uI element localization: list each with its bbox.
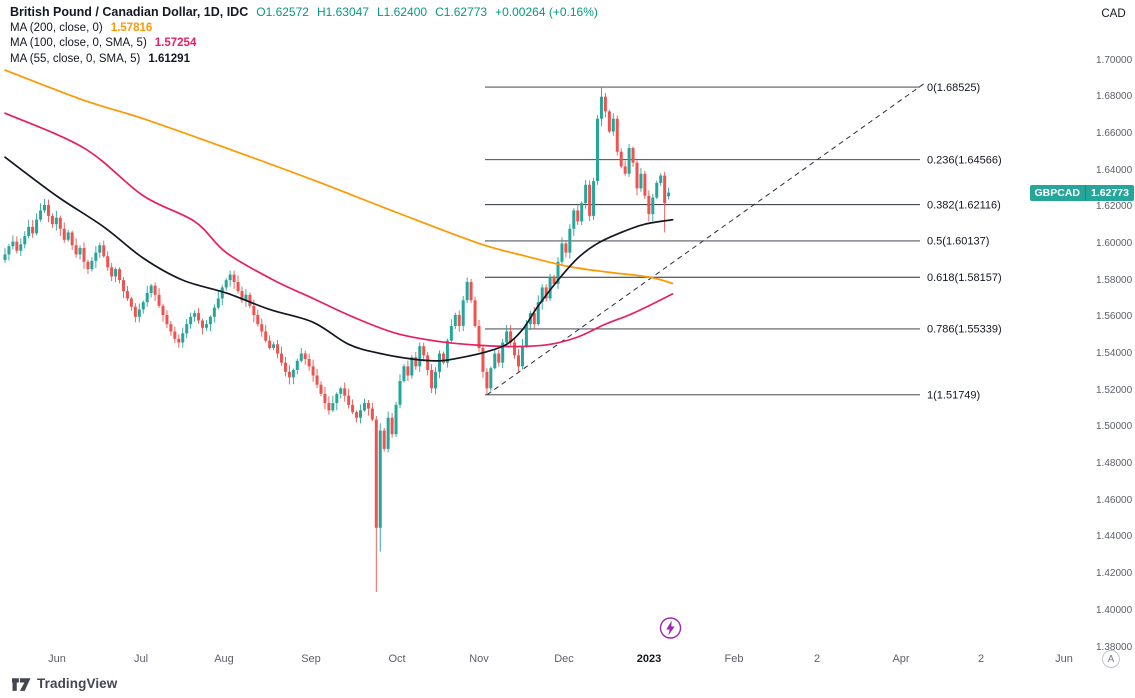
symbol-legend-row[interactable]: British Pound / Canadian Dollar, 1D, IDC… [10,5,598,21]
price-tick-label: 1.48000 [1096,458,1133,470]
time-tick-label: Jun [1055,653,1073,665]
price-tick-label: 1.44000 [1096,531,1133,543]
axis-currency-label: CAD [1101,8,1126,20]
price-tick-label: 1.54000 [1096,348,1133,359]
time-tick-label: 2 [977,653,985,665]
ohlc-change: +0.00264 (+0.16%) [495,5,598,19]
ma55-value: 1.61291 [148,52,190,65]
indicator-legend-ma100[interactable]: MA (100, close, 0, SMA, 5) 1.57254 [10,36,598,52]
symbol-title[interactable]: British Pound / Canadian Dollar, 1D, IDC [10,5,249,19]
indicator-legend-ma55[interactable]: MA (55, close, 0, SMA, 5) 1.61291 [10,52,598,68]
time-tick-label: 2023 [636,653,662,665]
price-tick-label: 1.46000 [1096,494,1133,506]
price-tick-label: 1.38000 [1096,641,1133,653]
ohlc-low: L1.62400 [377,5,428,19]
time-tick-label: Nov [469,653,489,665]
ma55-label: MA (55, close, 0, SMA, 5) [10,52,141,65]
ma-line-ma100 [4,112,674,348]
price-tick-label: 1.52000 [1096,384,1133,396]
auto-scale-button[interactable]: A [1102,650,1120,668]
indicator-legend-ma200[interactable]: MA (200, close, 0) 1.57816 [10,21,598,37]
fib-level-label: 0.382(1.62116) [927,199,1001,211]
time-tick-label: Apr [892,653,910,665]
fib-level-label: 0.786(1.55339) [927,324,1002,336]
time-tick-label: Aug [214,653,234,665]
fib-retracement[interactable]: 0(1.68525) 0.236(1.64566) 0.382(1.62116) 0.… [485,82,1002,402]
price-tick-label: 1.42000 [1096,568,1133,580]
time-tick-label: Dec [554,653,574,665]
chart-legend: British Pound / Canadian Dollar, 1D, IDC… [10,5,598,67]
trendline-dashed[interactable] [486,82,926,396]
price-axis[interactable]: CAD GBPCAD 1.62773 1.70000 1.68000 1.66000… [1029,0,1135,670]
price-tick-label: 1.40000 [1096,604,1133,616]
price-chart-pane[interactable]: 0(1.68525) 0.236(1.64566) 0.382(1.62116) 0.… [0,0,1092,670]
ohlc-open: O1.62572 [256,5,309,19]
ohlc-high: H1.63047 [316,5,369,19]
ma100-value: 1.57254 [154,37,197,49]
fib-level-label: 0.5(1.60137) [927,236,989,248]
tradingview-attribution[interactable]: TradingView [12,676,117,691]
fib-level-label: 0(1.68525) [927,82,980,94]
tradingview-wordmark: TradingView [37,676,118,691]
price-tick-label: 1.50000 [1096,421,1133,433]
badge-symbol: GBPCAD [1029,184,1087,201]
time-tick-label: Jun [48,653,66,665]
time-tick-label: Oct [388,653,406,665]
tradingview-logo-icon [12,678,31,691]
ma100-label: MA (100, close, 0, SMA, 5) [10,37,147,49]
last-price-badge: GBPCAD 1.62773 [1029,184,1134,201]
badge-price: 1.62773 [1086,184,1134,201]
price-tick-label: 1.66000 [1096,127,1133,139]
ma200-value: 1.57816 [110,21,153,34]
fib-level-label: 0.618(1.58157) [927,272,1002,284]
fib-level-label: 1(1.51749) [927,390,980,402]
time-tick-label: 2 [813,653,821,665]
ma200-label: MA (200, close, 0) [10,21,103,34]
price-tick-label: 1.60000 [1096,237,1133,249]
time-tick-label: Sep [301,653,321,665]
ma-line-ma200 [4,69,674,285]
price-tick-label: 1.56000 [1096,311,1133,323]
time-tick-label: Jul [133,653,149,665]
time-axis[interactable]: Jun Jul Aug Sep Oct Nov Dec 2023 Feb 2 Apr 2 Jun [0,648,1092,670]
time-tick-label: Feb [724,653,744,665]
economic-event-icon[interactable] [659,617,682,639]
price-tick-label: 1.70000 [1096,54,1133,66]
price-tick-label: 1.58000 [1096,274,1133,286]
ma-line-ma55 [4,156,674,362]
price-tick-label: 1.62000 [1096,201,1133,213]
ohlc-close: C1.62773 [435,5,488,19]
price-tick-label: 1.64000 [1096,164,1133,176]
fib-level-label: 0.236(1.64566) [927,154,1002,166]
price-tick-label: 1.68000 [1096,91,1133,103]
candles[interactable] [3,87,671,592]
